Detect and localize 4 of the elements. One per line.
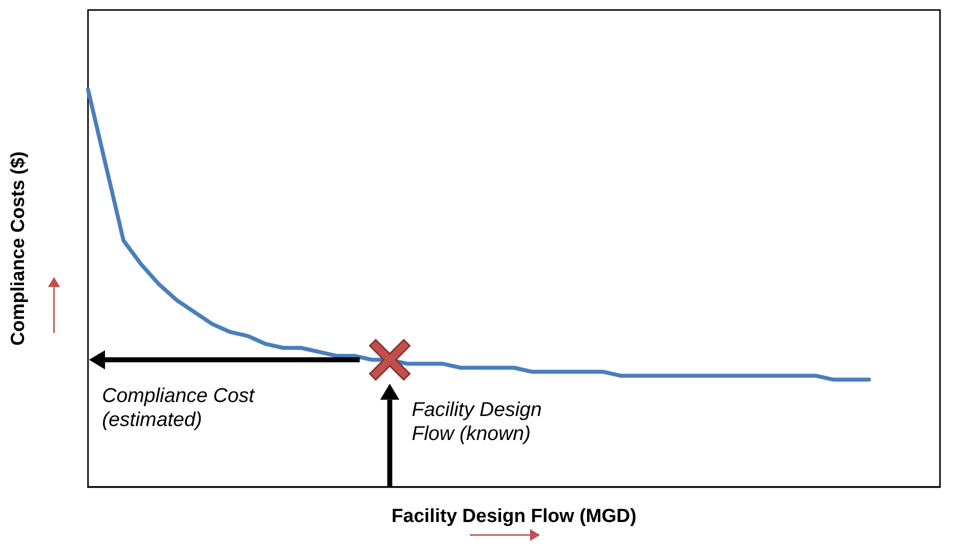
annotation: Facility Design Flow (known) xyxy=(412,398,542,445)
annotation: Compliance Cost (estimated) xyxy=(102,384,256,431)
x-axis-title: Facility Design Flow (MGD) xyxy=(392,506,636,527)
y-axis-title: Compliance Costs ($) xyxy=(8,151,29,346)
